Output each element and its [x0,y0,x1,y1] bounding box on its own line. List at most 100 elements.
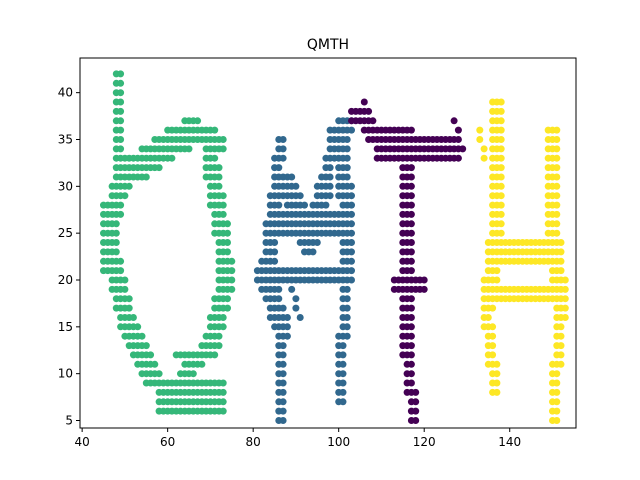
scatter-point-series-2 [326,164,334,172]
scatter-point-series-2 [292,182,300,190]
scatter-point-series-4 [553,210,561,218]
scatter-point-series-4 [557,332,565,340]
scatter-point-series-1 [219,201,227,209]
scatter-point-series-3 [454,154,462,162]
scatter-point-series-4 [553,229,561,237]
scatter-point-series-2 [326,182,334,190]
scatter-point-series-4 [489,351,497,359]
scatter-point-series-4 [489,323,497,331]
scatter-point-series-2 [279,304,287,312]
scatter-point-series-2 [275,285,283,293]
scatter-point-series-1 [117,107,125,115]
scatter-point-series-1 [198,360,206,368]
scatter-point-series-3 [407,192,415,200]
scatter-point-series-1 [125,295,133,303]
scatter-point-series-3 [407,248,415,256]
scatter-point-series-4 [497,154,505,162]
scatter-point-series-1 [228,285,236,293]
scatter-point-series-4 [489,342,497,350]
scatter-point-series-3 [407,201,415,209]
scatter-point-series-4 [553,379,561,387]
scatter-point-series-1 [198,342,206,350]
scatter-point-series-4 [497,229,505,237]
scatter-point-series-4 [489,332,497,340]
scatter-point-series-2 [348,210,355,218]
scatter-point-series-4 [497,98,505,106]
scatter-point-series-3 [407,370,415,378]
x-tick-label: 140 [498,435,521,449]
scatter-point-series-2 [348,126,355,134]
scatter-point-series-1 [121,192,129,200]
scatter-point-series-1 [112,220,120,228]
scatter-point-series-1 [117,145,125,153]
scatter-point-series-1 [181,360,189,368]
scatter-point-series-2 [283,314,291,321]
scatter-point-series-4 [557,257,565,265]
scatter-point-series-2 [339,379,347,387]
scatter-point-series-2 [253,267,261,275]
scatter-point-series-3 [454,136,462,143]
scatter-point-series-1 [219,136,227,143]
scatter-point-series-2 [326,192,334,200]
scatter-point-series-3 [365,107,373,115]
y-tick-label: 25 [58,226,73,240]
scatter-point-series-1 [211,304,219,312]
scatter-point-series-2 [279,136,287,143]
scatter-point-series-2 [288,285,296,293]
scatter-point-series-3 [454,126,462,134]
scatter-point-series-4 [497,164,505,172]
scatter-point-series-1 [112,239,120,246]
scatter-point-series-3 [407,229,415,237]
scatter-point-series-4 [497,107,505,115]
scatter-point-series-1 [215,182,223,190]
scatter-point-series-2 [326,173,334,181]
plot-frame [79,57,577,429]
scatter-point-series-4 [553,201,561,209]
scatter-point-series-2 [343,332,351,340]
scatter-point-series-3 [407,332,415,340]
scatter-point-series-1 [228,276,236,284]
scatter-point-series-3 [407,182,415,190]
scatter-point-series-1 [228,257,236,265]
scatter-point-series-2 [279,154,287,162]
scatter-point-series-2 [322,201,330,209]
scatter-point-series-2 [275,164,283,172]
scatter-point-series-2 [275,201,283,209]
scatter-point-series-2 [279,360,287,368]
scatter-point-series-1 [219,398,227,406]
scatter-point-series-4 [557,248,565,256]
scatter-point-series-3 [407,295,415,303]
scatter-point-series-2 [348,257,355,265]
scatter-point-series-4 [553,136,561,143]
x-tick-label: 120 [413,435,436,449]
y-tick-label: 40 [58,86,73,100]
scatter-point-series-1 [194,117,202,125]
scatter-point-series-3 [407,173,415,181]
scatter-point-series-2 [339,370,347,378]
scatter-point-series-3 [407,314,415,321]
scatter-point-series-4 [497,145,505,153]
scatter-point-series-1 [134,323,142,331]
scatter-point-series-2 [279,398,287,406]
scatter-point-series-2 [339,388,347,396]
scatter-point-series-1 [117,257,125,265]
scatter-point-series-4 [497,173,505,181]
scatter-point-series-1 [219,323,227,331]
x-tick-label: 60 [160,435,175,449]
scatter-point-series-2 [258,257,266,265]
scatter-point-series-4 [553,164,561,172]
scatter-point-series-2 [339,351,347,359]
scatter-point-series-4 [557,342,565,350]
x-tick-label: 80 [246,435,261,449]
scatter-point-series-3 [369,117,377,125]
scatter-point-series-1 [211,351,219,359]
scatter-point-series-2 [279,379,287,387]
scatter-point-series-2 [343,285,351,293]
scatter-point-series-2 [262,220,270,228]
scatter-point-series-2 [343,145,351,153]
scatter-point-series-2 [348,276,355,284]
scatter-point-series-4 [553,398,561,406]
scatter-point-series-4 [553,173,561,181]
scatter-point-series-1 [202,332,210,340]
